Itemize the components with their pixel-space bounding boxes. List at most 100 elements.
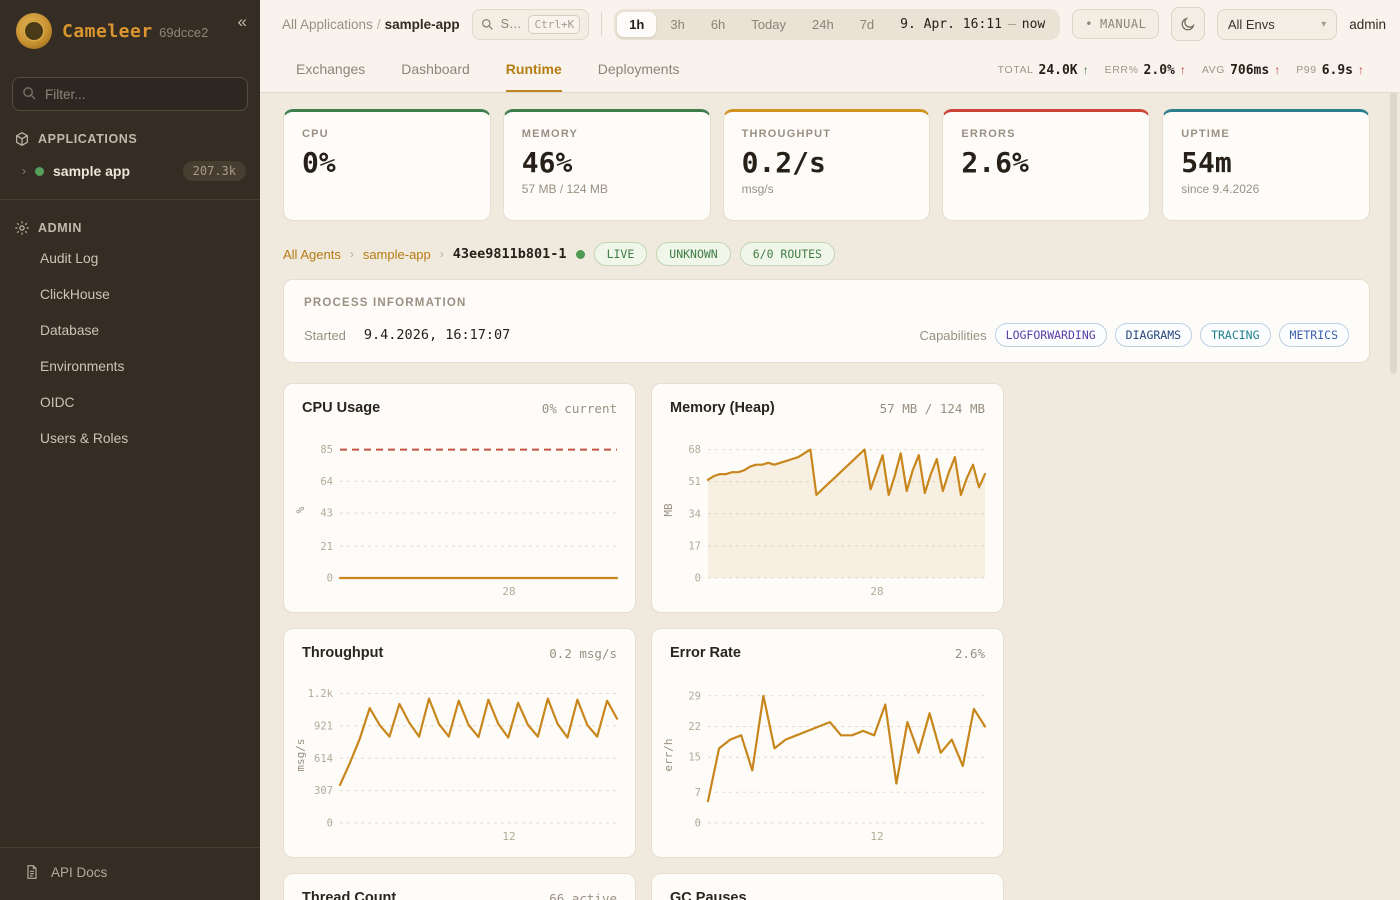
svg-text:0: 0 xyxy=(695,573,701,585)
breadcrumb-root[interactable]: All Applications xyxy=(282,16,373,32)
dark-mode-toggle[interactable] xyxy=(1171,7,1205,41)
search-shortcut: Ctrl+K xyxy=(528,14,581,34)
tab-dashboard[interactable]: Dashboard xyxy=(401,61,470,77)
brand-name: Cameleer xyxy=(62,20,153,42)
breadcrumb-separator: / xyxy=(376,16,381,32)
time-range-3h[interactable]: 3h xyxy=(670,16,685,32)
environment-selected: All Envs xyxy=(1227,16,1275,32)
up-arrow-icon: ↑ xyxy=(1358,63,1364,77)
date-range-display[interactable]: 9. Apr. 16:11– now xyxy=(900,16,1046,32)
sidebar-item-oidc[interactable]: OIDC xyxy=(40,395,75,410)
sidebar-item-users-roles[interactable]: Users & Roles xyxy=(40,431,129,446)
sidebar-item-clickhouse[interactable]: ClickHouse xyxy=(40,287,110,302)
process-info-title: PROCESS INFORMATION xyxy=(304,297,467,309)
metric-card-throughput: THROUGHPUT 0.2/s msg/s xyxy=(722,109,931,221)
search-icon xyxy=(481,18,493,30)
memory-heap-chart: 0 17 34 51 68 MB 28 xyxy=(662,432,991,606)
svg-text:0: 0 xyxy=(327,573,333,585)
app-status-dot xyxy=(35,166,44,176)
time-range-7d[interactable]: 7d xyxy=(859,16,875,32)
stat-avg: AVG 706ms ↑ xyxy=(1201,62,1281,78)
chart-card-throughput: Throughput 0.2 msg/s 0 307 614 921 1.2k msg/s 1… xyxy=(283,628,636,858)
time-range-24h[interactable]: 24h xyxy=(812,16,834,32)
all-agents-link[interactable]: All Agents xyxy=(283,246,341,262)
api-docs-link[interactable]: API Docs xyxy=(0,847,260,900)
refresh-mode-button[interactable]: • MANUAL xyxy=(1072,9,1160,39)
search-label: S… xyxy=(500,17,522,31)
agent-app-link[interactable]: sample-app xyxy=(362,246,431,262)
metric-card-memory: MEMORY 46% 57 MB / 124 MB xyxy=(502,109,711,221)
sidebar-item-environments[interactable]: Environments xyxy=(40,359,125,374)
svg-text:%: % xyxy=(294,506,307,513)
chart-card-gc-pauses: GC Pauses 0185370554739ms2000000000000 xyxy=(651,873,1004,900)
admin-section-header: ADMIN xyxy=(0,212,260,244)
metric-cards-row: CPU 0% MEMORY 46% 57 MB / 124 MB THROUGH… xyxy=(283,109,1370,221)
expand-chevron-icon[interactable]: › xyxy=(22,164,26,178)
svg-text:1.2k: 1.2k xyxy=(308,688,334,700)
svg-text:7: 7 xyxy=(695,787,701,799)
metric-card-errors: ERRORS 2.6% xyxy=(942,109,1151,221)
time-range-6h[interactable]: 6h xyxy=(710,16,726,32)
time-range-selector: 1h 3h 6h Today 24h 7d 9. Apr. 16:11– now xyxy=(614,8,1061,40)
tab-runtime[interactable]: Runtime xyxy=(505,48,562,92)
svg-text:68: 68 xyxy=(688,444,701,456)
cube-icon xyxy=(16,131,28,147)
throughput-chart: 0 307 614 921 1.2k msg/s 12 xyxy=(294,677,623,851)
svg-text:0: 0 xyxy=(695,818,701,830)
chart-card-error-rate: Error Rate 2.6% 0 7 15 22 29 err/h 12 xyxy=(651,628,1004,858)
svg-text:15: 15 xyxy=(688,752,701,764)
chevron-right-icon: › xyxy=(439,247,444,261)
applications-section-label: APPLICATIONS xyxy=(38,132,138,146)
svg-text:MB: MB xyxy=(662,503,675,517)
up-arrow-icon: ↑ xyxy=(1179,63,1186,77)
svg-text:29: 29 xyxy=(688,690,701,702)
cpu-usage-chart: 0 21 43 64 85% 28 xyxy=(294,432,623,606)
svg-text:614: 614 xyxy=(314,753,333,765)
sidebar-item-database[interactable]: Database xyxy=(40,323,100,338)
svg-text:12: 12 xyxy=(502,830,515,843)
applications-section-header: APPLICATIONS xyxy=(0,123,260,155)
app-count-badge: 207.3k xyxy=(182,161,246,181)
stat-total: TOTAL 24.0K ↑ xyxy=(997,62,1089,78)
main-area: All Applications / sample-app S… Ctrl+K 1h… xyxy=(260,0,1400,900)
svg-text:msg/s: msg/s xyxy=(294,738,307,771)
metric-card-cpu: CPU 0% xyxy=(283,109,491,221)
top-bar: All Applications / sample-app S… Ctrl+K 1h… xyxy=(260,0,1400,48)
app-logo xyxy=(16,13,52,49)
tab-deployments[interactable]: Deployments xyxy=(597,61,680,77)
capability-badge-logforwarding: LOGFORWARDING xyxy=(994,323,1107,347)
svg-text:307: 307 xyxy=(314,785,333,797)
user-menu[interactable]: admin xyxy=(1349,16,1386,32)
svg-text:28: 28 xyxy=(870,585,883,598)
up-arrow-icon: ↑ xyxy=(1082,63,1089,77)
environment-select[interactable]: All Envs ▾ xyxy=(1216,8,1338,40)
refresh-mode-label: MANUAL xyxy=(1099,17,1147,31)
sidebar-item-sample-app[interactable]: › sample app 207.3k xyxy=(0,155,260,187)
admin-section-label: ADMIN xyxy=(38,221,82,235)
svg-text:0: 0 xyxy=(327,818,333,830)
agent-live-dot xyxy=(575,249,585,259)
filter-input[interactable] xyxy=(12,77,248,111)
status-badge-unknown: UNKNOWN xyxy=(656,242,731,266)
header-divider xyxy=(601,12,603,36)
time-range-today[interactable]: Today xyxy=(751,16,786,32)
sidebar-item-audit-log[interactable]: Audit Log xyxy=(40,251,99,266)
svg-text:64: 64 xyxy=(320,476,333,488)
up-arrow-icon: ↑ xyxy=(1274,63,1281,77)
scrollbar-thumb[interactable] xyxy=(1390,92,1397,374)
breadcrumb: All Applications / sample-app xyxy=(282,17,460,32)
sidebar-filter xyxy=(12,77,248,111)
moon-icon xyxy=(1181,17,1195,31)
api-docs-label: API Docs xyxy=(51,864,108,880)
global-search-button[interactable]: S… Ctrl+K xyxy=(471,8,590,40)
tab-exchanges[interactable]: Exchanges xyxy=(296,61,366,77)
stat-p99: P99 6.9s ↑ xyxy=(1296,62,1364,78)
svg-text:17: 17 xyxy=(688,540,701,552)
sidebar-collapse-icon[interactable]: « xyxy=(237,12,247,31)
svg-text:43: 43 xyxy=(320,508,333,520)
started-value: 9.4.2026, 16:17:07 xyxy=(363,327,511,343)
svg-text:12: 12 xyxy=(870,830,883,843)
time-range-1h[interactable]: 1h xyxy=(617,11,657,37)
svg-text:921: 921 xyxy=(314,720,333,732)
svg-text:34: 34 xyxy=(688,508,701,520)
